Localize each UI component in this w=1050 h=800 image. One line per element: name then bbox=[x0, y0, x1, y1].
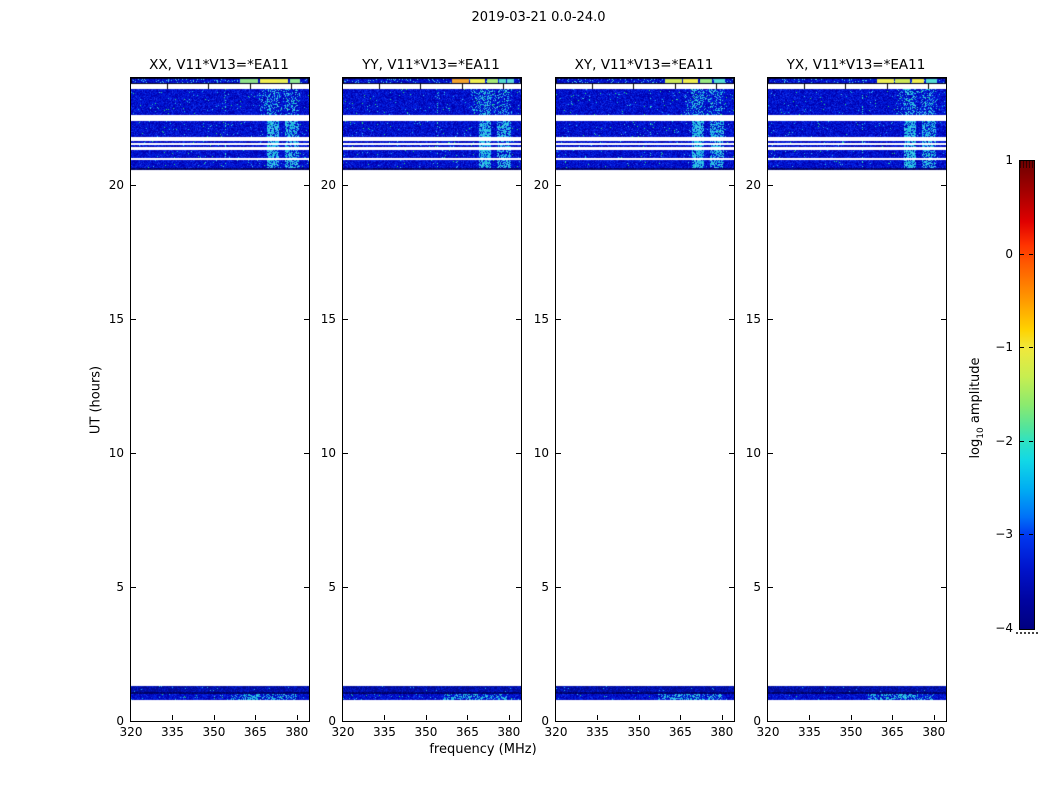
y-tick bbox=[131, 587, 136, 588]
x-tick-label: 365 bbox=[660, 724, 700, 740]
spectrogram-canvas-yy bbox=[343, 78, 521, 721]
spectrogram-canvas-yx bbox=[768, 78, 946, 721]
y-tick bbox=[343, 453, 348, 454]
y-tick-label: 15 bbox=[721, 311, 761, 327]
colorbar-tick-label: 0 bbox=[973, 246, 1013, 262]
y-tick-label: 20 bbox=[84, 177, 124, 193]
y-tick-label: 15 bbox=[296, 311, 336, 327]
y-tick-label: 20 bbox=[296, 177, 336, 193]
y-tick bbox=[131, 453, 136, 454]
x-tick-label: 380 bbox=[914, 724, 954, 740]
y-tick-label: 15 bbox=[509, 311, 549, 327]
x-tick-label: 335 bbox=[577, 724, 617, 740]
colorbar-tick bbox=[1029, 534, 1033, 535]
y-tick bbox=[556, 319, 561, 320]
y-tick-label: 10 bbox=[721, 445, 761, 461]
colorbar-tick-label: 1 bbox=[973, 152, 1013, 168]
colorbar-tick bbox=[1020, 441, 1024, 442]
spectrogram-canvas-xx bbox=[131, 78, 309, 721]
y-tick-label: 5 bbox=[84, 579, 124, 595]
colorbar-tick bbox=[1029, 347, 1033, 348]
colorbar-tick-label: −3 bbox=[973, 526, 1013, 542]
colorbar-tick-label: −1 bbox=[973, 339, 1013, 355]
y-tick bbox=[556, 185, 561, 186]
x-tick bbox=[467, 715, 468, 720]
x-tick-label: 350 bbox=[619, 724, 659, 740]
x-tick-label: 335 bbox=[789, 724, 829, 740]
x-tick bbox=[639, 715, 640, 720]
spectrogram-canvas-xy bbox=[556, 78, 734, 721]
x-tick-label: 320 bbox=[748, 724, 788, 740]
y-tick-label: 10 bbox=[296, 445, 336, 461]
colorbar-tick-label: −2 bbox=[973, 433, 1013, 449]
x-tick-label: 320 bbox=[536, 724, 576, 740]
x-tick bbox=[384, 715, 385, 720]
x-tick bbox=[809, 715, 810, 720]
y-tick-label: 5 bbox=[509, 579, 549, 595]
x-tick bbox=[851, 715, 852, 720]
x-tick bbox=[934, 715, 935, 720]
y-axis-label: UT (hours) bbox=[89, 366, 104, 434]
y-tick bbox=[343, 319, 348, 320]
y-tick bbox=[768, 453, 773, 454]
x-axis-label: frequency (MHz) bbox=[383, 742, 583, 757]
colorbar-tick-label: −4 bbox=[973, 620, 1013, 636]
y-tick bbox=[941, 319, 946, 320]
colorbar-extend-dots bbox=[1016, 632, 1038, 634]
panel-title-yx: YX, V11*V13=*EA11 bbox=[747, 57, 965, 73]
x-tick-label: 365 bbox=[235, 724, 275, 740]
colorbar-tick bbox=[1029, 254, 1033, 255]
y-tick bbox=[556, 587, 561, 588]
y-tick bbox=[941, 185, 946, 186]
panel-title-xy: XY, V11*V13=*EA11 bbox=[535, 57, 753, 73]
colorbar-tick bbox=[1029, 441, 1033, 442]
spectrogram-figure: 2019-03-21 0.0-24.0 XX, V11*V13=*EA11 YY… bbox=[0, 0, 1050, 800]
x-tick-label: 350 bbox=[194, 724, 234, 740]
x-tick-label: 350 bbox=[831, 724, 871, 740]
y-tick bbox=[343, 185, 348, 186]
x-tick-label: 350 bbox=[406, 724, 446, 740]
x-tick-label: 335 bbox=[364, 724, 404, 740]
colorbar-tick bbox=[1020, 347, 1024, 348]
y-tick bbox=[343, 587, 348, 588]
y-tick bbox=[131, 319, 136, 320]
x-tick-label: 320 bbox=[323, 724, 363, 740]
y-tick-label: 10 bbox=[84, 445, 124, 461]
spectrogram-panel-xy bbox=[555, 77, 735, 722]
y-tick-label: 5 bbox=[721, 579, 761, 595]
y-tick bbox=[556, 453, 561, 454]
y-tick-label: 10 bbox=[509, 445, 549, 461]
spectrogram-panel-xx bbox=[130, 77, 310, 722]
y-tick-label: 20 bbox=[509, 177, 549, 193]
x-tick bbox=[255, 715, 256, 720]
panel-title-xx: XX, V11*V13=*EA11 bbox=[110, 57, 328, 73]
y-tick bbox=[941, 453, 946, 454]
spectrogram-panel-yx bbox=[767, 77, 947, 722]
x-tick bbox=[597, 715, 598, 720]
x-tick bbox=[172, 715, 173, 720]
x-tick bbox=[426, 715, 427, 720]
x-tick-label: 365 bbox=[447, 724, 487, 740]
x-tick-label: 365 bbox=[872, 724, 912, 740]
y-tick bbox=[131, 185, 136, 186]
x-tick-label: 335 bbox=[152, 724, 192, 740]
y-tick bbox=[768, 185, 773, 186]
x-tick bbox=[892, 715, 893, 720]
y-tick-label: 15 bbox=[84, 311, 124, 327]
x-tick bbox=[680, 715, 681, 720]
spectrogram-panel-yy bbox=[342, 77, 522, 722]
y-tick bbox=[941, 587, 946, 588]
colorbar-tick bbox=[1020, 254, 1024, 255]
figure-title: 2019-03-21 0.0-24.0 bbox=[130, 10, 947, 25]
y-tick bbox=[768, 319, 773, 320]
colorbar bbox=[1019, 160, 1035, 630]
y-tick-label: 5 bbox=[296, 579, 336, 595]
panel-title-yy: YY, V11*V13=*EA11 bbox=[322, 57, 540, 73]
colorbar-tick bbox=[1020, 534, 1024, 535]
y-tick-label: 20 bbox=[721, 177, 761, 193]
colorbar-top-hatch bbox=[1020, 161, 1034, 168]
x-tick bbox=[214, 715, 215, 720]
x-tick-label: 320 bbox=[111, 724, 151, 740]
y-tick bbox=[768, 587, 773, 588]
